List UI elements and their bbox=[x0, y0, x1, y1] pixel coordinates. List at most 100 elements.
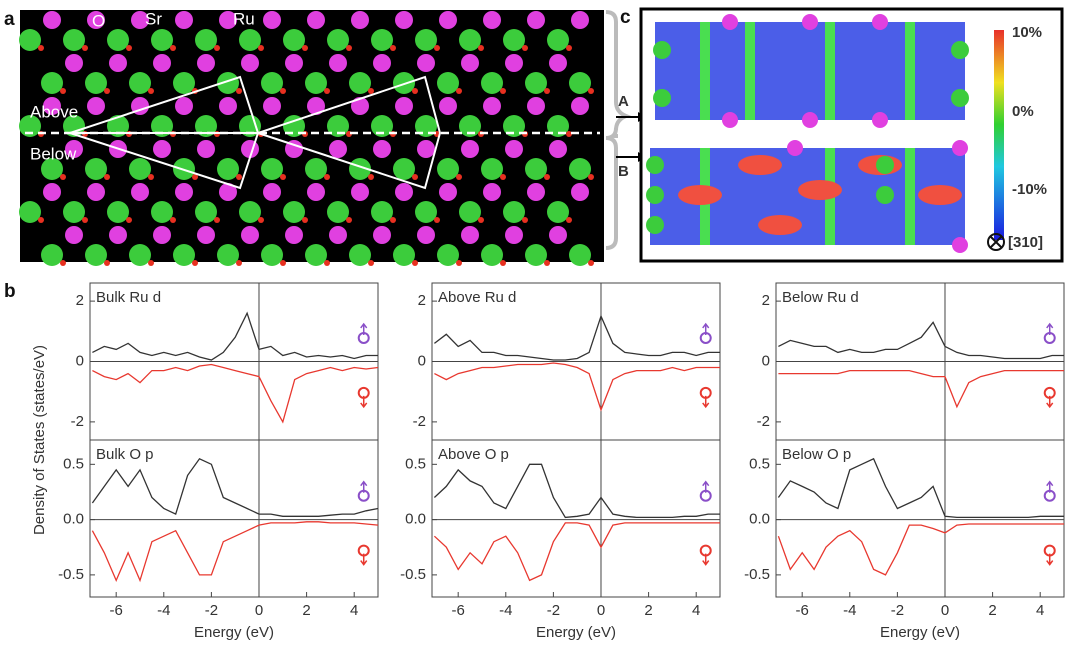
x-tick-label: -4 bbox=[843, 602, 856, 619]
atom-ru bbox=[219, 97, 237, 115]
x-tick-label: 0 bbox=[255, 602, 263, 619]
x-axis-label: Energy (eV) bbox=[880, 624, 960, 641]
y-tick-label: 0.0 bbox=[63, 511, 84, 528]
atom-o bbox=[390, 45, 396, 51]
atom-sr bbox=[129, 244, 151, 266]
atom-o bbox=[148, 88, 154, 94]
atom-ru bbox=[197, 226, 215, 244]
atom-sr bbox=[19, 201, 41, 223]
atom-ru bbox=[307, 97, 325, 115]
atom-sr bbox=[525, 72, 547, 94]
atom-o bbox=[192, 260, 198, 266]
panel-title: Below Ru d bbox=[782, 289, 859, 306]
atom-sr bbox=[646, 216, 664, 234]
atom-ru bbox=[722, 14, 738, 30]
atom-o bbox=[258, 45, 264, 51]
atom-o bbox=[280, 260, 286, 266]
dos-line bbox=[91, 457, 379, 517]
atom-ru bbox=[505, 140, 523, 158]
atom-o bbox=[82, 45, 88, 51]
atom-sr bbox=[261, 72, 283, 94]
atom-sr bbox=[107, 29, 129, 51]
atom-sr bbox=[525, 158, 547, 180]
atom-ru bbox=[43, 97, 61, 115]
atom-o bbox=[500, 174, 506, 180]
atom-o bbox=[236, 88, 242, 94]
x-tick-label: 4 bbox=[350, 602, 358, 619]
map-feature bbox=[798, 180, 842, 200]
atom-sr bbox=[393, 244, 415, 266]
atom-sr bbox=[327, 115, 349, 137]
atom-ru bbox=[175, 11, 193, 29]
atom-sr bbox=[951, 89, 969, 107]
direction-label: [310] bbox=[1008, 234, 1043, 251]
dos-line bbox=[91, 521, 379, 583]
atom-sr bbox=[459, 29, 481, 51]
atom-sr bbox=[547, 201, 569, 223]
atom-o bbox=[302, 45, 308, 51]
atom-o bbox=[456, 260, 462, 266]
atom-sr bbox=[261, 244, 283, 266]
y-tick-label: 0.5 bbox=[405, 455, 426, 472]
charge-maps bbox=[646, 14, 969, 253]
atom-ru bbox=[175, 97, 193, 115]
atom-sr bbox=[195, 29, 217, 51]
atom-sr bbox=[19, 115, 41, 137]
atom-ru bbox=[241, 226, 259, 244]
x-tick-label: 2 bbox=[988, 602, 996, 619]
atom-o bbox=[368, 174, 374, 180]
spin-down-icon bbox=[1046, 395, 1054, 409]
structure-panel bbox=[19, 10, 604, 266]
map-feature bbox=[678, 185, 722, 205]
atom-o bbox=[544, 260, 550, 266]
atom-sr bbox=[653, 89, 671, 107]
atom-sr bbox=[876, 156, 894, 174]
atom-o bbox=[412, 88, 418, 94]
atom-label: O bbox=[92, 11, 105, 30]
panel-label: b bbox=[4, 281, 16, 302]
atom-label: Ru bbox=[233, 9, 255, 28]
atom-sr bbox=[415, 29, 437, 51]
atom-sr bbox=[85, 244, 107, 266]
y-tick-label: -0.5 bbox=[400, 566, 426, 583]
atom-o bbox=[456, 174, 462, 180]
atom-sr bbox=[481, 72, 503, 94]
atom-ru bbox=[802, 14, 818, 30]
atom-label: Sr bbox=[145, 9, 162, 28]
x-tick-label: 0 bbox=[941, 602, 949, 619]
atom-sr bbox=[63, 115, 85, 137]
atom-ru bbox=[395, 11, 413, 29]
atom-ru bbox=[549, 54, 567, 72]
plot-frame bbox=[89, 439, 379, 598]
atom-ru bbox=[131, 183, 149, 201]
direction-icon bbox=[987, 233, 1005, 251]
atom-ru bbox=[43, 183, 61, 201]
dos-line bbox=[777, 457, 1064, 519]
colorbar bbox=[994, 30, 1004, 240]
spin-down-icon bbox=[1046, 553, 1054, 566]
atom-sr bbox=[437, 158, 459, 180]
x-tick-label: -2 bbox=[891, 602, 904, 619]
x-axis-label: Energy (eV) bbox=[536, 624, 616, 641]
atom-ru bbox=[307, 11, 325, 29]
atom-o bbox=[566, 45, 572, 51]
map-feature bbox=[738, 155, 782, 175]
atom-sr bbox=[85, 158, 107, 180]
atom-o bbox=[60, 88, 66, 94]
atom-ru bbox=[952, 140, 968, 156]
plot-frame bbox=[775, 439, 1065, 598]
atom-ru bbox=[461, 226, 479, 244]
atom-sr bbox=[547, 29, 569, 51]
y-tick-label: 0.0 bbox=[749, 511, 770, 528]
atom-ru bbox=[65, 226, 83, 244]
plot-frame bbox=[431, 439, 721, 598]
atom-ru bbox=[109, 54, 127, 72]
spin-up-icon bbox=[1046, 322, 1054, 335]
atom-ru bbox=[65, 140, 83, 158]
spin-down-icon bbox=[702, 553, 710, 566]
map-feature bbox=[745, 22, 755, 120]
atom-o bbox=[258, 217, 264, 223]
atom-o bbox=[390, 217, 396, 223]
y-tick-label: -2 bbox=[71, 413, 84, 430]
